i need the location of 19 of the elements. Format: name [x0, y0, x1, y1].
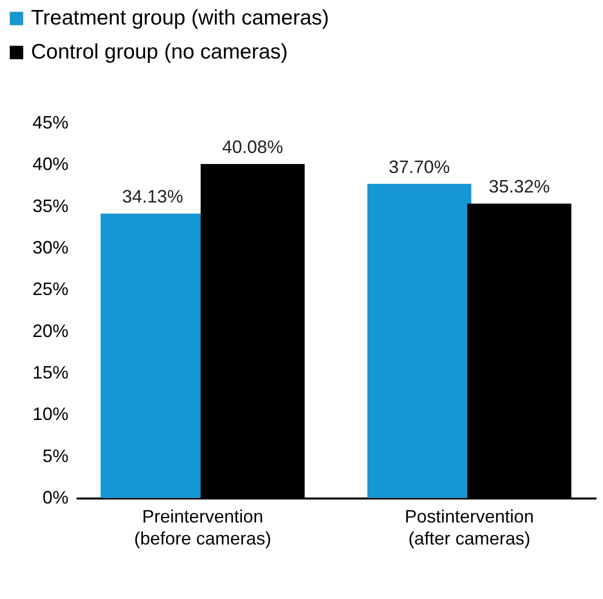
- data-label: 35.32%: [488, 176, 550, 197]
- y-tick-label: 0%: [42, 488, 68, 508]
- y-tick-label: 20%: [32, 320, 68, 341]
- data-label: 34.13%: [122, 186, 184, 207]
- data-label: 40.08%: [222, 137, 284, 157]
- x-tick-label: Preintervention (before cameras): [134, 506, 272, 548]
- y-tick-label: 5%: [42, 446, 68, 466]
- y-tick-label: 25%: [32, 279, 68, 300]
- y-tick-label: 35%: [32, 196, 68, 216]
- y-tick-label: 30%: [32, 238, 68, 258]
- bar: [367, 184, 472, 498]
- x-tick-label: Postintervention (after cameras): [404, 506, 534, 548]
- y-tick-label: 45%: [32, 112, 68, 132]
- y-tick-label: 10%: [32, 404, 68, 424]
- legend-label: Treatment group (with cameras): [31, 6, 329, 30]
- y-tick-label: 15%: [32, 362, 68, 382]
- y-tick-label: 40%: [32, 154, 68, 174]
- data-label: 37.70%: [388, 156, 450, 177]
- legend-label: Control group (no cameras): [31, 40, 288, 64]
